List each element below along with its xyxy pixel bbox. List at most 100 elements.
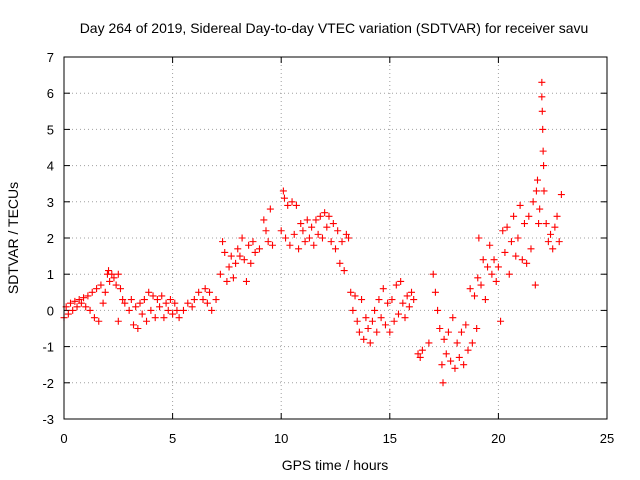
data-point bbox=[416, 353, 424, 361]
data-point bbox=[442, 350, 450, 358]
x-tick-label: 10 bbox=[274, 431, 288, 446]
data-point bbox=[212, 296, 220, 304]
data-point bbox=[429, 270, 437, 278]
data-point bbox=[277, 227, 285, 235]
data-point bbox=[501, 248, 509, 256]
data-point bbox=[533, 176, 541, 184]
data-point bbox=[255, 245, 263, 253]
data-point bbox=[147, 306, 155, 314]
data-point bbox=[288, 198, 296, 206]
data-point bbox=[518, 256, 526, 264]
data-point bbox=[523, 259, 531, 267]
data-point bbox=[295, 245, 303, 253]
data-point bbox=[132, 303, 140, 311]
data-point bbox=[494, 263, 502, 271]
data-point bbox=[540, 187, 548, 195]
data-point bbox=[179, 306, 187, 314]
data-point bbox=[280, 194, 288, 202]
data-point bbox=[75, 296, 83, 304]
data-point bbox=[384, 299, 392, 307]
data-point bbox=[151, 314, 159, 322]
data-point bbox=[329, 220, 337, 228]
data-point bbox=[305, 234, 313, 242]
data-point bbox=[101, 288, 109, 296]
y-tick-label: -3 bbox=[42, 412, 54, 427]
data-point bbox=[547, 230, 555, 238]
data-point bbox=[444, 328, 452, 336]
data-point bbox=[86, 306, 94, 314]
data-point bbox=[225, 263, 233, 271]
data-point bbox=[134, 325, 142, 332]
data-point bbox=[457, 328, 465, 336]
data-point bbox=[538, 107, 546, 115]
data-point bbox=[540, 162, 548, 170]
data-point bbox=[418, 346, 426, 354]
x-tick-label: 5 bbox=[169, 431, 176, 446]
data-point bbox=[440, 335, 448, 343]
data-point bbox=[173, 306, 181, 314]
data-point bbox=[88, 288, 96, 296]
data-point bbox=[108, 270, 116, 278]
data-point bbox=[488, 270, 496, 278]
data-points bbox=[60, 78, 565, 387]
data-point bbox=[451, 364, 459, 372]
data-point bbox=[314, 230, 322, 238]
data-point bbox=[532, 187, 540, 195]
data-point bbox=[334, 227, 342, 235]
data-point bbox=[121, 299, 129, 307]
data-point bbox=[145, 288, 153, 296]
data-point bbox=[245, 241, 253, 249]
data-point bbox=[114, 317, 122, 325]
data-point bbox=[512, 252, 520, 260]
data-point bbox=[362, 314, 370, 322]
data-point bbox=[119, 296, 127, 304]
data-point bbox=[401, 314, 409, 322]
data-point bbox=[279, 187, 287, 195]
data-point bbox=[208, 306, 216, 314]
data-point bbox=[247, 259, 255, 267]
data-point bbox=[349, 306, 357, 314]
data-point bbox=[358, 296, 366, 304]
data-point bbox=[471, 292, 479, 300]
data-point bbox=[353, 317, 361, 325]
data-point bbox=[394, 310, 402, 318]
y-tick-label: 0 bbox=[47, 303, 54, 318]
data-point bbox=[77, 299, 85, 307]
data-point bbox=[99, 299, 107, 307]
data-point bbox=[95, 317, 103, 325]
y-tick-label: 6 bbox=[47, 86, 54, 101]
data-point bbox=[379, 285, 387, 293]
y-tick-label: 7 bbox=[47, 50, 54, 65]
data-point bbox=[410, 296, 418, 304]
data-point bbox=[477, 281, 485, 289]
data-point bbox=[386, 328, 394, 336]
data-point bbox=[503, 223, 511, 231]
data-point bbox=[269, 241, 277, 249]
data-point bbox=[538, 78, 546, 86]
data-point bbox=[536, 205, 544, 213]
data-point bbox=[557, 191, 565, 199]
data-point bbox=[327, 238, 335, 246]
data-point bbox=[234, 245, 242, 253]
data-point bbox=[325, 212, 333, 220]
data-point bbox=[105, 267, 113, 275]
data-point bbox=[529, 198, 537, 206]
data-point bbox=[499, 227, 507, 235]
data-point bbox=[190, 296, 198, 304]
y-tick-label: -1 bbox=[42, 340, 54, 355]
data-point bbox=[438, 361, 446, 369]
data-point bbox=[364, 325, 372, 332]
data-point bbox=[242, 277, 250, 285]
data-point bbox=[436, 325, 444, 332]
data-point bbox=[466, 285, 474, 293]
data-point bbox=[221, 248, 229, 256]
data-point bbox=[297, 220, 305, 228]
data-point bbox=[475, 234, 483, 242]
data-point bbox=[318, 234, 326, 242]
data-point bbox=[373, 328, 381, 336]
data-point bbox=[93, 285, 101, 293]
data-point bbox=[299, 227, 307, 235]
data-point bbox=[542, 220, 550, 228]
data-point bbox=[240, 256, 248, 264]
